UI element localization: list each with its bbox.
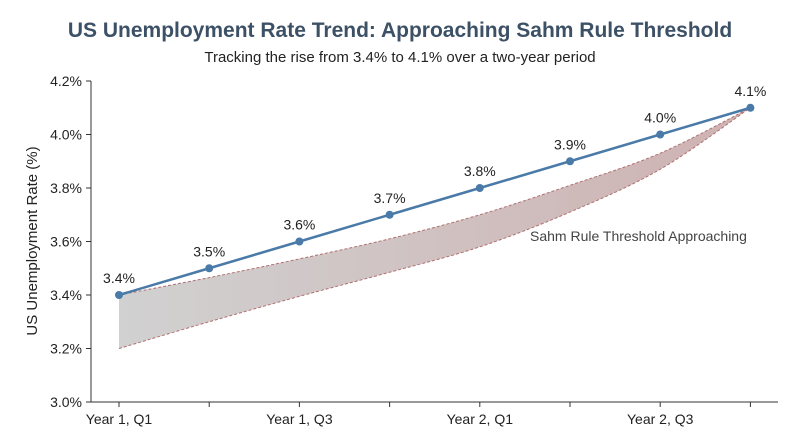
data-point xyxy=(115,291,123,299)
data-labels: 3.4% 3.5% 3.6% 3.7% 3.8% 3.9% 4.0% 4.1% xyxy=(103,83,766,286)
x-tick-label: Year 1, Q3 xyxy=(266,411,333,427)
y-tick-label: 3.8% xyxy=(50,180,82,196)
y-tick-label: 4.0% xyxy=(50,127,82,143)
x-tick-label: Year 2, Q3 xyxy=(627,411,694,427)
threshold-annotation: Sahm Rule Threshold Approaching xyxy=(530,228,747,244)
chart-subtitle: Tracking the rise from 3.4% to 4.1% over… xyxy=(204,49,595,66)
data-label: 4.0% xyxy=(644,110,676,126)
data-point xyxy=(385,210,394,219)
chart-title: US Unemployment Rate Trend: Approaching … xyxy=(68,19,732,42)
data-point xyxy=(566,157,574,166)
data-point xyxy=(475,184,484,192)
data-point xyxy=(205,264,214,273)
band-upper-edge xyxy=(118,107,751,296)
data-label: 3.7% xyxy=(374,190,406,206)
band-fill xyxy=(119,107,751,349)
threshold-band xyxy=(118,107,751,349)
data-point xyxy=(746,103,755,112)
data-point xyxy=(295,237,304,246)
data-label: 3.5% xyxy=(193,243,225,259)
data-label: 3.4% xyxy=(103,270,135,286)
x-tick-label: Year 2, Q1 xyxy=(447,411,514,427)
data-label: 3.8% xyxy=(464,163,496,179)
data-label: 4.1% xyxy=(734,83,766,99)
axes: 3.0% 3.2% 3.4% 3.6% 3.8% 4.0% 4.2% Year 1, Q1 Ye… xyxy=(50,73,778,427)
y-tick-label: 4.2% xyxy=(50,73,82,89)
series-line-group xyxy=(115,103,755,299)
y-tick-label: 3.2% xyxy=(50,341,82,357)
y-axis-title: US Unemployment Rate (%) xyxy=(24,146,41,335)
y-tick-label: 3.4% xyxy=(50,287,82,303)
x-tick-label: Year 1, Q1 xyxy=(86,411,153,427)
series-line xyxy=(118,106,751,297)
band-lower-edge xyxy=(118,107,751,349)
data-label: 3.9% xyxy=(554,136,586,152)
data-point xyxy=(656,130,665,139)
data-label: 3.6% xyxy=(283,217,315,233)
y-tick-label: 3.0% xyxy=(50,394,82,410)
y-tick-label: 3.6% xyxy=(50,234,82,250)
